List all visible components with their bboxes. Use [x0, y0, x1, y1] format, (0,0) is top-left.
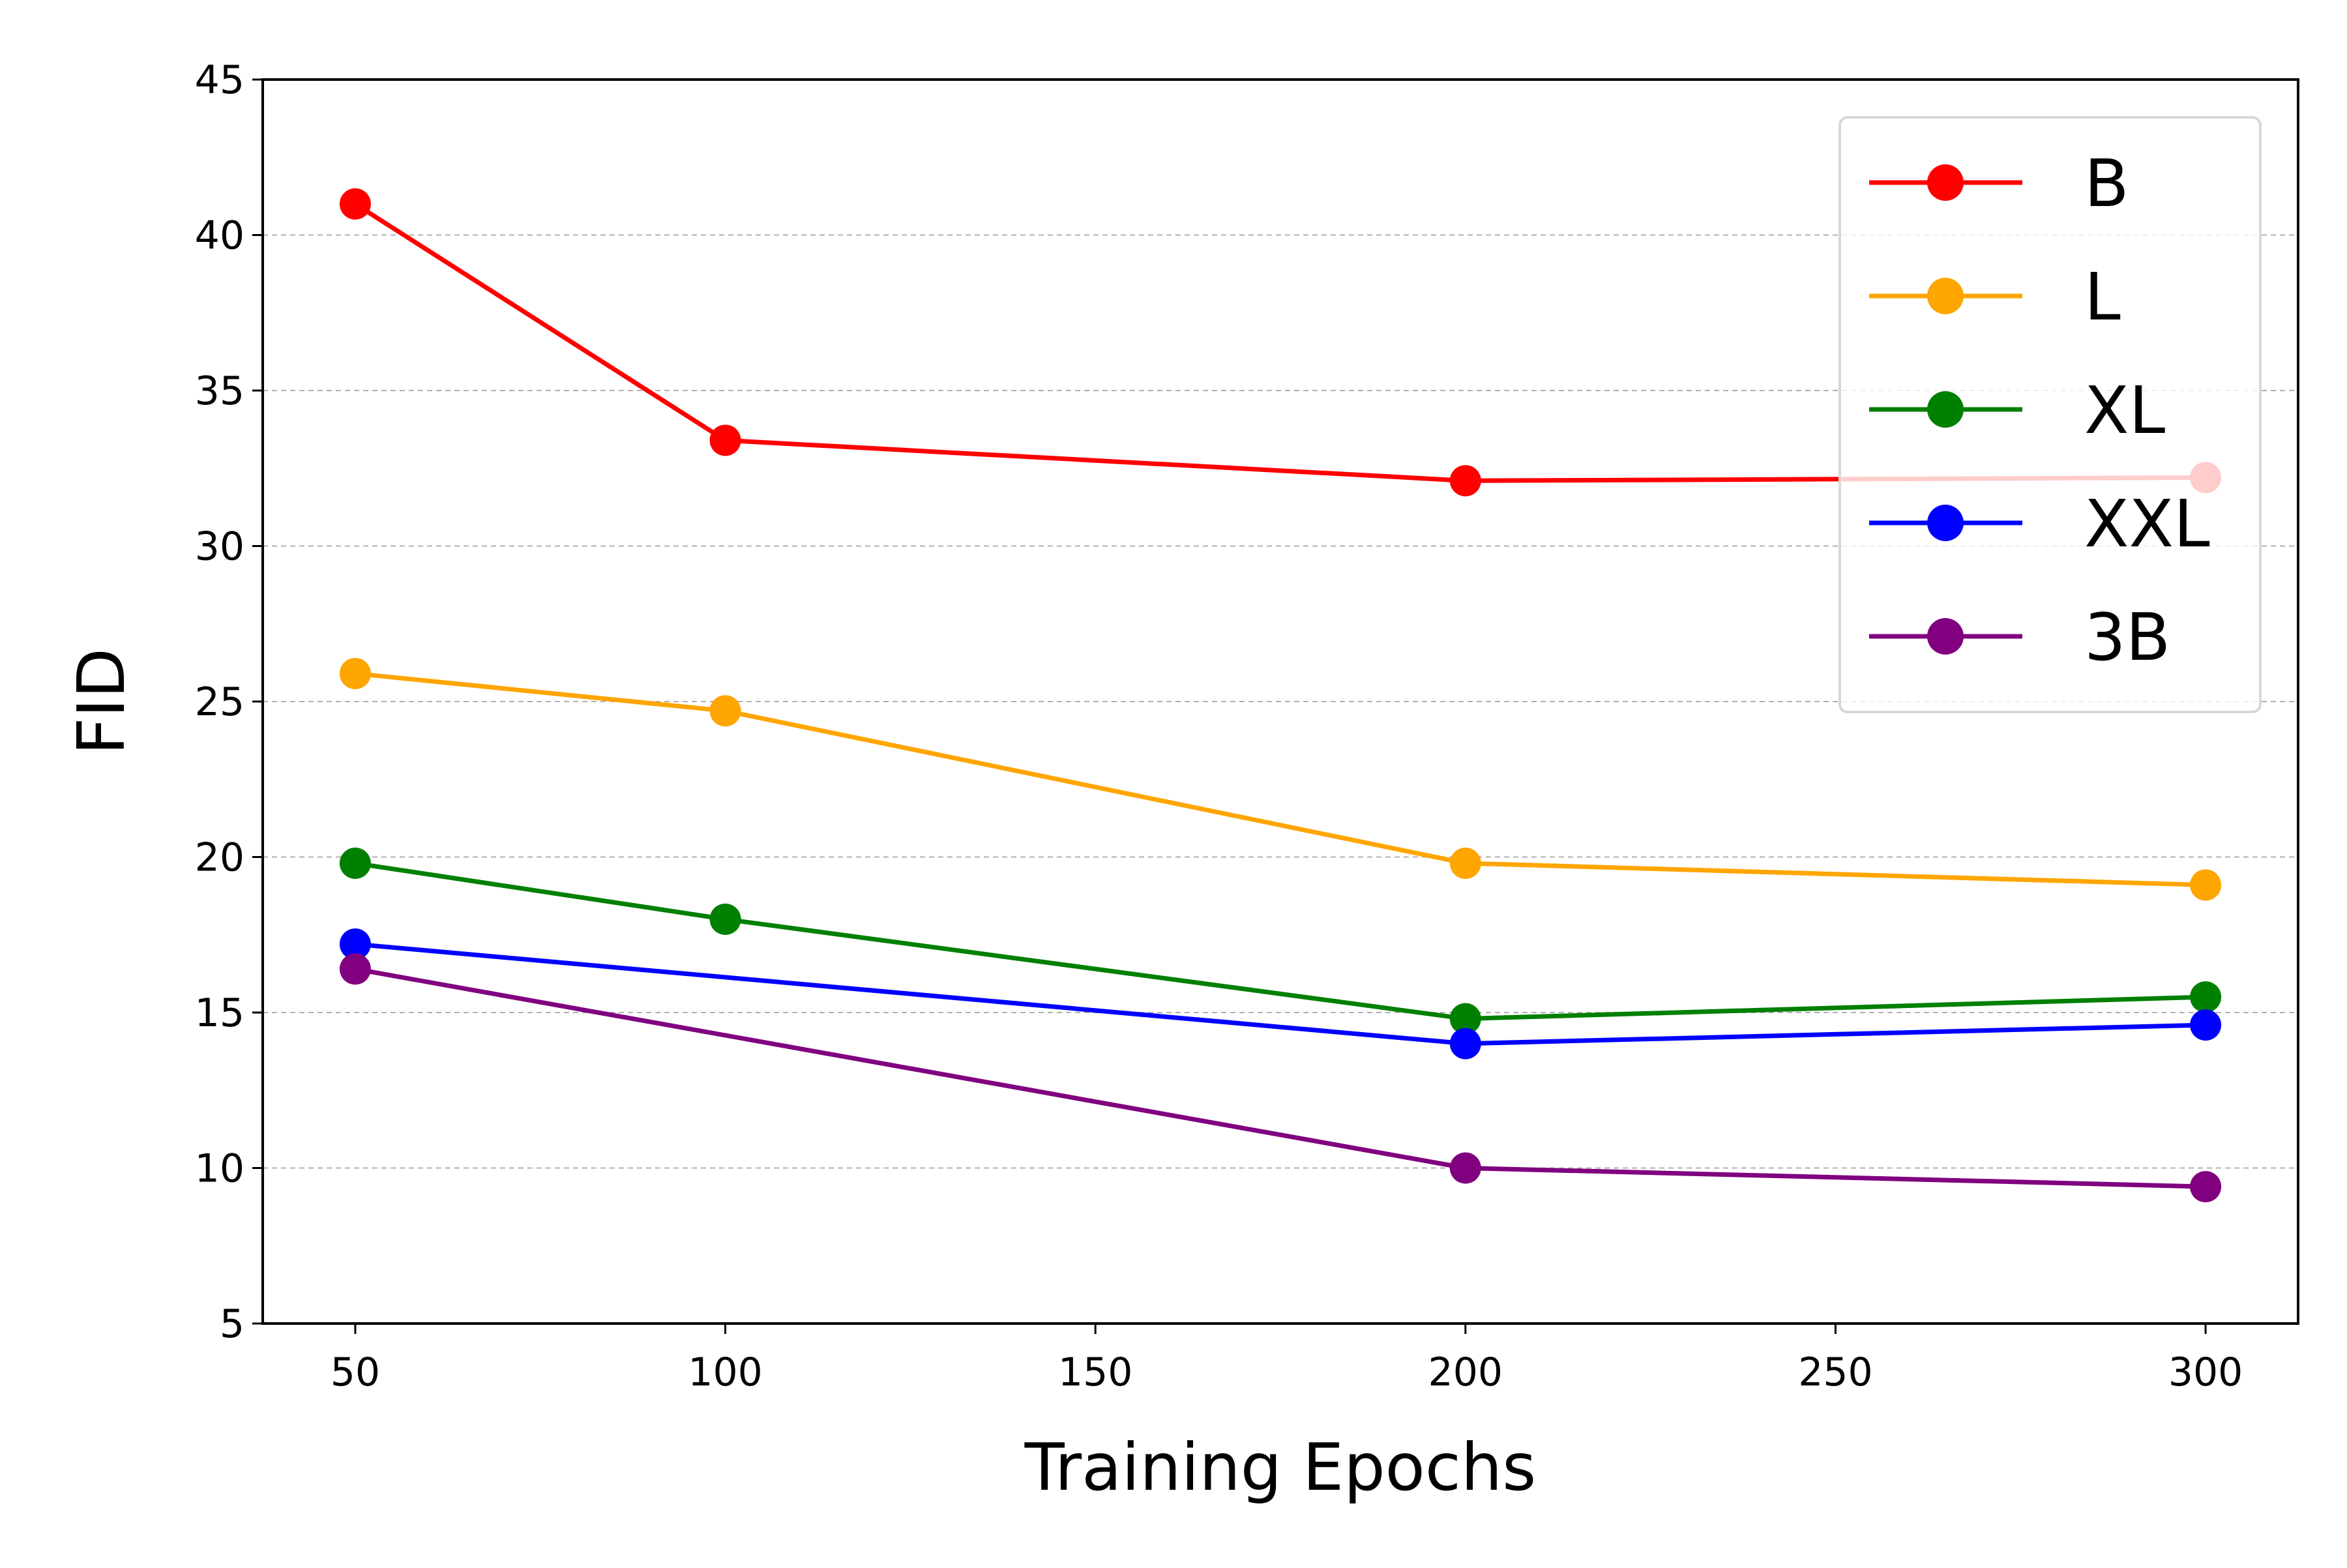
data-point-XL	[2190, 981, 2222, 1013]
data-point-B	[339, 188, 371, 220]
data-point-XL	[339, 848, 371, 880]
legend-label-XXL: XXL	[2084, 486, 2210, 562]
series-line-XL	[355, 861, 2206, 1022]
y-tick-label: 5	[220, 1301, 244, 1347]
x-tick-label: 150	[1058, 1350, 1133, 1395]
x-tick-label: 300	[2168, 1350, 2243, 1395]
legend-label-L: L	[2084, 259, 2121, 335]
legend: BL XL XXL 3B	[1838, 116, 2262, 713]
y-tick-label: 45	[195, 57, 244, 103]
data-point-B	[709, 424, 741, 456]
data-point-L	[709, 695, 741, 727]
x-axis-label: Training Epochs	[1024, 1429, 1537, 1505]
x-tick-label: 100	[688, 1350, 763, 1395]
legend-marker-XXL	[1927, 505, 1964, 541]
y-axis-label: FID	[63, 648, 140, 755]
legend-marker-L	[1927, 278, 1964, 314]
y-tick-label: 10	[195, 1146, 244, 1192]
axes: 5 10 15 20 25 30 35 40 45 50 100 150 200 250 300	[195, 57, 2243, 1395]
data-point-XL	[1449, 1003, 1481, 1035]
series-line-L	[355, 671, 2206, 887]
data-point-3B	[2190, 1171, 2222, 1203]
data-point-XL	[709, 903, 741, 935]
series-line-3B	[355, 966, 2206, 1189]
y-tick-label: 35	[195, 368, 244, 414]
data-point-3B	[339, 953, 371, 985]
data-point-L	[1449, 848, 1481, 880]
x-tick-label: 200	[1428, 1350, 1503, 1395]
legend-label-B: B	[2084, 145, 2129, 222]
y-tick-label: 15	[195, 990, 244, 1036]
y-tick-label: 25	[195, 679, 244, 725]
legend-marker-3B	[1927, 618, 1964, 655]
data-point-L	[339, 658, 371, 690]
legend-label-XL: XL	[2084, 372, 2166, 449]
y-tick-label: 30	[195, 524, 244, 570]
legend-marker-XL	[1927, 391, 1964, 428]
data-point-XXL	[2190, 1009, 2222, 1041]
data-point-B	[1449, 465, 1481, 497]
x-tick-label: 250	[1798, 1350, 1873, 1395]
legend-marker-B	[1927, 164, 1964, 201]
series-line-B	[354, 201, 2206, 483]
x-tick-label: 50	[331, 1350, 380, 1395]
y-tick-label: 40	[195, 213, 244, 259]
y-tick-label: 20	[195, 835, 244, 881]
data-point-L	[2190, 869, 2222, 901]
data-point-3B	[1449, 1152, 1481, 1184]
data-point-XXL	[339, 928, 371, 960]
legend-label-3B: 3B	[2084, 599, 2170, 675]
data-point-XXL	[1449, 1028, 1481, 1059]
legend-box	[1838, 116, 2262, 713]
